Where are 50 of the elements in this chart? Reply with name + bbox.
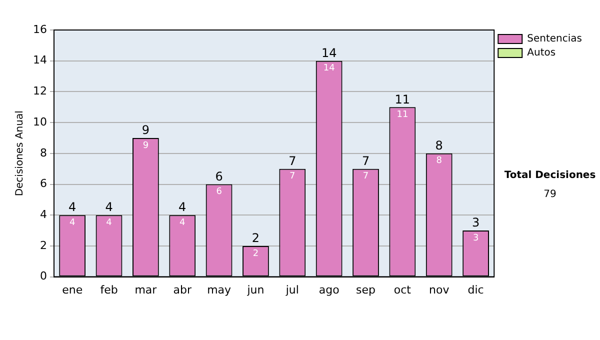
data-label: 4 (106, 218, 112, 228)
y-axis-title: Decisiones Anual (14, 110, 26, 196)
x-tick-label: may (207, 283, 232, 296)
total-label: 7 (288, 154, 296, 168)
total-label: 6 (215, 169, 223, 184)
y-tick-label: 16 (32, 22, 47, 36)
x-tick-label: ago (318, 283, 340, 296)
x-tick-label: jun (246, 283, 264, 296)
x-tick-label: dic (468, 283, 484, 296)
y-tick-label: 0 (40, 270, 47, 283)
x-tick-label: mar (134, 283, 158, 296)
y-tick-label: 12 (32, 84, 47, 98)
data-label: 6 (216, 187, 222, 198)
data-label: 2 (252, 248, 259, 259)
total-label: 4 (178, 200, 186, 214)
y-tick-label: 6 (40, 177, 47, 190)
data-label: 8 (436, 156, 442, 166)
y-tick-label: 14 (32, 54, 47, 67)
data-label: 9 (142, 140, 149, 151)
x-tick-label: feb (100, 283, 118, 296)
x-tick-label: nov (429, 283, 450, 296)
total-label: 7 (362, 154, 370, 168)
total-label: 14 (321, 46, 337, 60)
data-label: 7 (362, 172, 369, 182)
total-label: 4 (105, 200, 113, 214)
total-label: 2 (252, 231, 260, 246)
x-tick-label: sep (356, 283, 376, 296)
total-label: 8 (435, 138, 443, 153)
total-label: 3 (472, 216, 480, 230)
data-label: 4 (180, 218, 186, 228)
y-tick-label: 2 (40, 238, 47, 252)
x-tick-label: abr (173, 283, 192, 296)
total-label: 4 (68, 200, 76, 214)
total-label: 11 (394, 92, 410, 106)
data-label: 7 (290, 172, 296, 182)
data-label: 4 (69, 218, 76, 228)
text: 79 (542, 189, 558, 200)
data-label: 11 (396, 110, 408, 120)
data-label: 14 (323, 64, 336, 74)
x-tick-label: jul (284, 283, 299, 296)
legend-label: Sentencias (527, 34, 582, 45)
y-tick-label: 10 (32, 115, 47, 128)
text: Total Decisiones (503, 170, 597, 181)
y-tick-label: 4 (40, 208, 47, 221)
x-tick-label: ene (62, 283, 83, 296)
x-tick-label: oct (394, 283, 412, 296)
legend-label: Autos (527, 48, 556, 59)
total-label: 9 (142, 123, 150, 138)
data-label: 3 (472, 233, 479, 244)
y-tick-label: 8 (40, 146, 47, 160)
